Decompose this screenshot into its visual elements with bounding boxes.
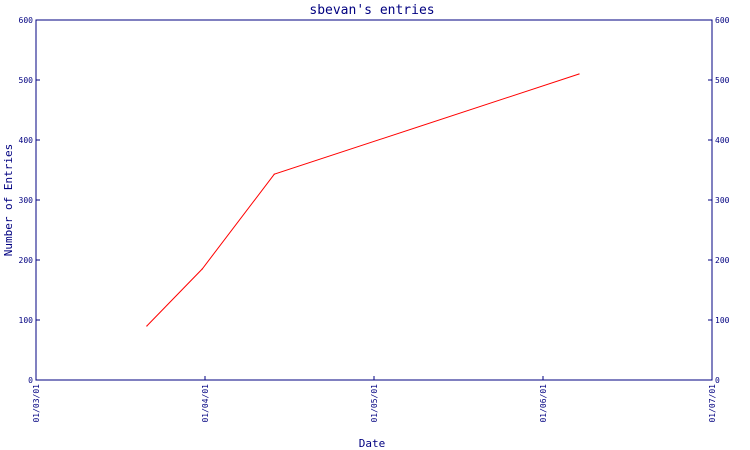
y-tick-label-right: 500	[715, 76, 730, 85]
data-point	[273, 173, 275, 175]
y-tick-label-left: 100	[19, 316, 34, 325]
x-tick-label: 01/04/01	[201, 384, 210, 423]
data-point	[201, 268, 203, 270]
x-axis: 01/03/01 01/04/01 01/05/01 01/06/01 01/07/01	[32, 376, 717, 423]
y-tick-label-left: 400	[19, 136, 34, 145]
series-line	[146, 73, 580, 327]
y-tick-label-left: 300	[19, 196, 34, 205]
y-tick-label-right: 200	[715, 256, 730, 265]
data-point	[578, 73, 580, 75]
y-tick-label-right: 100	[715, 316, 730, 325]
y-tick-label-right: 0	[715, 376, 720, 385]
y-tick-label-left: 500	[19, 76, 34, 85]
y-axis-label: Number of Entries	[2, 144, 15, 257]
x-tick-label: 01/06/01	[539, 384, 548, 423]
x-tick-label: 01/05/01	[370, 384, 379, 423]
y-tick-label-left: 0	[28, 376, 33, 385]
y-tick-label-left: 600	[19, 16, 34, 25]
plot-frame	[35, 19, 713, 381]
x-axis-label: Date	[359, 437, 386, 450]
x-tick-label: 01/03/01	[32, 384, 41, 423]
chart-title: sbevan's entries	[309, 3, 434, 18]
y-tick-label-right: 400	[715, 136, 730, 145]
data-point	[146, 325, 148, 327]
series-group	[146, 73, 580, 327]
y-axis-left: 0 100 200 300 400 500 600	[19, 16, 40, 385]
y-axis-right: 0 100 200 300 400 500 600	[708, 16, 730, 385]
y-tick-label-right: 300	[715, 196, 730, 205]
y-tick-label-left: 200	[19, 256, 34, 265]
x-tick-label: 01/07/01	[708, 384, 717, 423]
y-tick-label-right: 600	[715, 16, 730, 25]
